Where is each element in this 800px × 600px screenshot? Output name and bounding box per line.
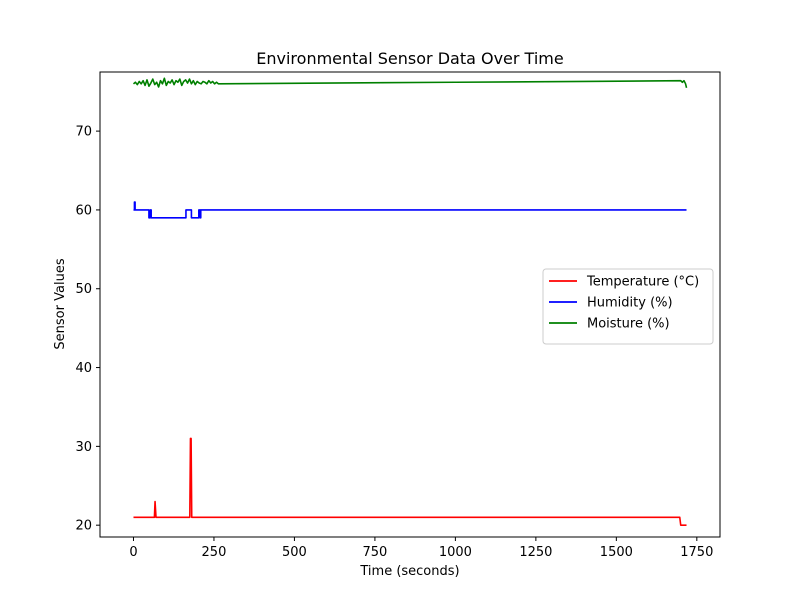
y-tick-label: 50	[75, 282, 92, 297]
series-layer	[132, 77, 688, 526]
series-line-2	[132, 77, 688, 88]
axes-frame	[99, 71, 721, 538]
y-axis-label: Sensor Values	[53, 258, 68, 349]
series-line-0	[133, 437, 687, 526]
x-tick-label: 0	[129, 545, 137, 560]
x-tick-label: 250	[202, 545, 227, 560]
x-tick-label: 500	[282, 545, 307, 560]
y-axis-ticks: 20 30 40 50 60 70	[75, 125, 100, 534]
y-tick-label: 30	[75, 440, 92, 455]
legend-label-1: Humidity (%)	[587, 296, 673, 311]
legend-label-2: Moisture (%)	[587, 317, 670, 332]
x-tick-label: 750	[362, 545, 387, 560]
y-tick-label: 40	[75, 361, 92, 376]
chart-title: Environmental Sensor Data Over Time	[256, 49, 563, 68]
series-line-1	[133, 201, 687, 219]
legend-label-0: Temperature (°C)	[586, 275, 699, 290]
x-tick-label: 1000	[439, 545, 472, 560]
x-tick-label: 1250	[519, 545, 552, 560]
x-axis-ticks: 0 250 500 750 1000 1250 1500 1750	[129, 537, 713, 560]
x-axis-label: Time (seconds)	[359, 564, 459, 579]
x-tick-label: 1500	[600, 545, 633, 560]
legend-box	[542, 268, 714, 345]
y-tick-label: 20	[75, 519, 92, 534]
legend: Temperature (°C) Humidity (%) Moisture (%)	[542, 268, 714, 345]
x-tick-label: 1750	[680, 545, 713, 560]
y-tick-label: 70	[75, 125, 92, 140]
y-tick-label: 60	[75, 203, 92, 218]
